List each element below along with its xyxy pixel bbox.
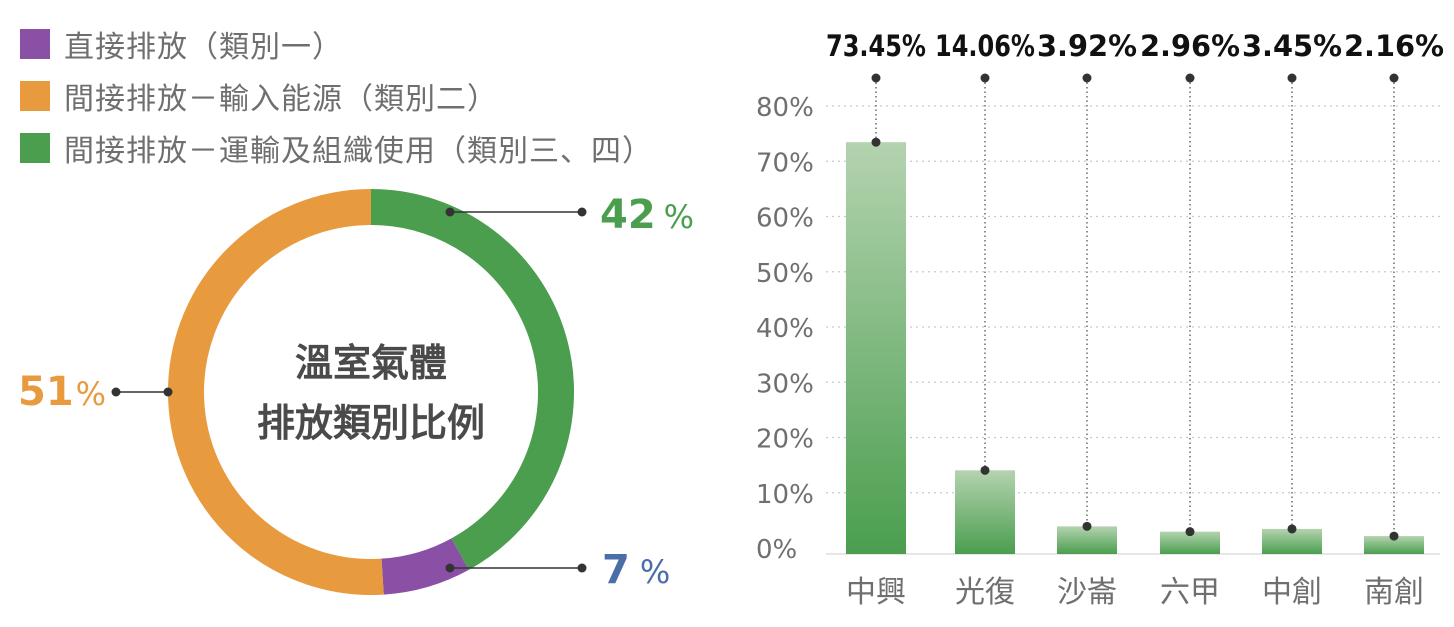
bar-leader-dot-top [1082,73,1092,83]
donut-slice-direct [381,538,469,595]
bar-leader-dot-top [871,73,881,83]
y-tick-label: 50% [756,259,814,289]
donut-slice-energy [168,189,384,595]
x-tick-label: 中創 [1262,575,1322,610]
y-tick-label: 30% [756,369,814,399]
callout-direct: 7% [602,547,670,593]
legend-swatch-energy [20,81,50,111]
legend-item-transport: 間接排放－運輸及組織使用（類別三、四） [20,122,653,174]
donut-chart: 溫室氣體 排放類別比例 42% 51% 7% [18,189,694,595]
callout-energy-value: 51 [18,369,74,415]
x-tick-label: 光復 [955,575,1015,610]
y-tick-label: 70% [756,148,814,178]
bar-value-label: 14.06% [935,29,1035,63]
bar-leader-dot-end [1185,527,1195,537]
callout-energy: 51% [18,369,106,415]
bar-value-label: 3.92% [1037,29,1137,63]
legend-swatch-direct [20,29,50,59]
y-tick-label: 60% [756,204,814,234]
bar-leader-dot-end [980,465,990,475]
bar-value-label: 73.45% [826,29,926,63]
callout-direct-value: 7 [602,547,630,593]
y-tick-label: 80% [756,93,814,123]
bar-leader-dot-top [1185,73,1195,83]
bar-leader-dot-end [1082,521,1092,531]
donut-center-title-line1: 溫室氣體 [295,341,447,385]
callout-direct-unit: % [640,553,670,591]
bar-leader-dot-end [1389,531,1399,541]
bar-value-label: 2.96% [1140,29,1240,63]
x-tick-label: 六甲 [1160,575,1220,610]
bar-leader-dot-top [1389,73,1399,83]
leader-dot-transport-1 [577,207,587,217]
legend-swatch-transport [20,133,50,163]
legend-label-energy: 間接排放－輸入能源（類別二） [64,82,498,117]
legend-item-direct: 直接排放（類別一） [20,18,653,70]
bar-南創 [1364,536,1424,554]
leader-dot-transport-0 [445,207,455,217]
callout-transport: 42% [600,192,694,238]
bar-沙崙 [1057,526,1117,554]
bar-leader-dot-top [1287,73,1297,83]
leader-dot-energy-1 [111,387,121,397]
legend: 直接排放（類別一） 間接排放－輸入能源（類別二） 間接排放－運輸及組織使用（類別… [20,18,653,174]
bar-leader-dot-top [980,73,990,83]
leader-dot-direct-0 [445,563,455,573]
bar-chart: 0% 10% 20% 30% 40% 50% 60% 70% 80% 73.45% 中興 14.06… [756,29,1444,610]
y-tick-label: 20% [756,425,814,455]
donut-center-title-line2: 排放類別比例 [257,401,485,445]
bar-leader-dot-end [871,137,881,147]
y-tick-label: 10% [756,480,814,510]
bar-value-label: 2.16% [1344,29,1444,63]
leader-dot-direct-1 [577,563,587,573]
bar-value-label: 3.45% [1242,29,1342,63]
x-tick-label: 南創 [1364,575,1424,610]
y-tick-label: 40% [756,314,814,344]
legend-item-energy: 間接排放－輸入能源（類別二） [20,70,653,122]
donut-slice-transport [370,189,574,570]
callout-transport-unit: % [664,198,694,236]
legend-label-transport: 間接排放－運輸及組織使用（類別三、四） [64,134,653,169]
x-tick-label: 沙崙 [1057,575,1117,610]
x-tick-label: 中興 [846,575,906,610]
bar-六甲 [1160,531,1220,554]
callout-energy-unit: % [76,375,106,413]
legend-label-direct: 直接排放（類別一） [64,30,343,65]
bar-中興 [846,142,906,554]
bar-leader-dot-end [1287,524,1297,534]
y-tick-label: 0% [756,535,797,565]
leader-dot-energy-0 [163,387,173,397]
callout-transport-value: 42 [600,192,656,238]
bar-光復 [955,470,1015,554]
